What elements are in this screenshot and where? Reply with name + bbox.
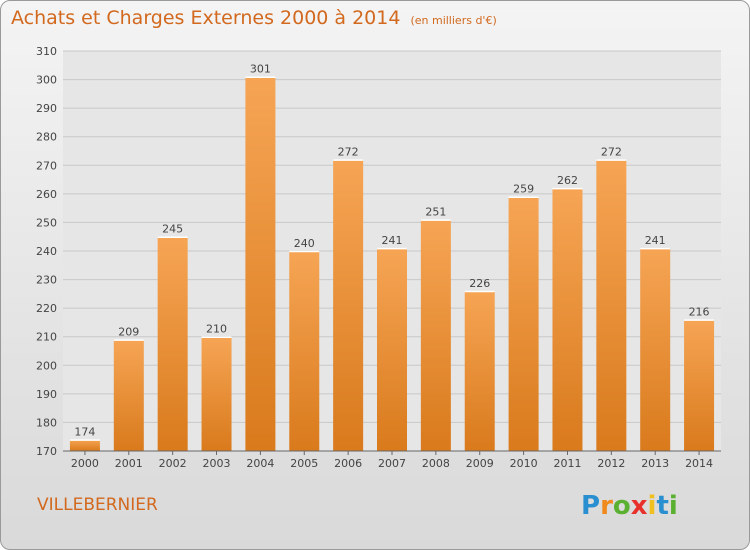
x-tick-label: 2005 [290,457,318,470]
y-axis-ticks: 170 180 190 200 210 220 230 240 250 260 270 280 290 3… [36,45,57,458]
x-tick-label: 2010 [510,457,538,470]
x-tick-label: 2004 [246,457,274,470]
x-tick-label: 2007 [378,457,406,470]
data-label: 210 [206,323,227,336]
x-tick-label: 2014 [685,457,713,470]
y-tick-label: 270 [36,159,57,172]
y-tick-label: 310 [36,45,57,58]
x-tick-label: 2008 [422,457,450,470]
bar [552,188,583,451]
data-label: 259 [513,183,534,196]
y-tick-label: 170 [36,445,57,458]
x-axis-ticks: 2000 2001 2002 2003 2004 2005 2006 2007 2008 2009… [71,451,713,470]
bar [464,291,495,451]
chart-subtitle: (en milliers d'€) [410,14,497,27]
y-tick-label: 260 [36,188,57,201]
bar [684,319,715,451]
data-label: 245 [162,223,183,236]
y-tick-label: 250 [36,216,57,229]
bar [157,236,188,451]
data-label: 240 [294,237,315,250]
data-label: 301 [250,63,271,76]
y-tick-label: 210 [36,331,57,344]
data-label: 262 [557,174,578,187]
y-tick-label: 230 [36,274,57,287]
bar [113,339,144,451]
bar [596,159,627,452]
y-tick-label: 180 [36,416,57,429]
commune-name: VILLEBERNIER [37,495,158,515]
y-tick-label: 300 [36,74,57,87]
data-label: 216 [689,306,710,319]
y-tick-label: 280 [36,131,57,144]
logo-letter: x [630,491,648,521]
bar [289,251,320,451]
chart-title: Achats et Charges Externes 2000 à 2014 [11,7,401,29]
bar [333,159,364,452]
logo-letter: P [581,491,601,521]
data-label: 209 [118,326,139,339]
data-label: 272 [601,146,622,159]
x-tick-label: 2009 [466,457,494,470]
bar [377,248,407,451]
logo-letter: t [656,491,669,521]
data-label: 251 [425,206,446,219]
bars: 174 209 245 210 301 240 272 241 251 226 259 262 272 2… [69,63,715,452]
x-tick-label: 2003 [203,457,231,470]
data-label: 241 [382,234,403,247]
x-tick-label: 2012 [597,457,625,470]
bar [640,248,671,451]
proxiti-logo: Proxiti [581,491,678,521]
x-tick-label: 2000 [71,457,99,470]
data-label: 272 [338,146,359,159]
logo-letter: i [647,491,657,521]
chart-title-block: Achats et Charges Externes 2000 à 2014 (e… [11,7,497,29]
y-tick-label: 190 [36,388,57,401]
y-tick-label: 200 [36,359,57,372]
data-label: 241 [645,234,666,247]
x-tick-label: 2001 [115,457,143,470]
x-tick-label: 2011 [553,457,581,470]
y-tick-label: 220 [36,302,57,315]
bar [508,196,539,451]
logo-letter: i [668,491,678,521]
y-tick-label: 240 [36,245,57,258]
logo-letter: r [600,491,613,521]
logo-letter: o [612,491,631,521]
bar [201,336,232,451]
bar [69,439,100,451]
bar [420,219,451,451]
data-label: 174 [74,426,95,439]
bar [245,76,276,451]
x-tick-label: 2002 [159,457,187,470]
x-tick-label: 2013 [641,457,669,470]
data-label: 226 [469,277,490,290]
y-tick-label: 290 [36,102,57,115]
x-tick-label: 2006 [334,457,362,470]
